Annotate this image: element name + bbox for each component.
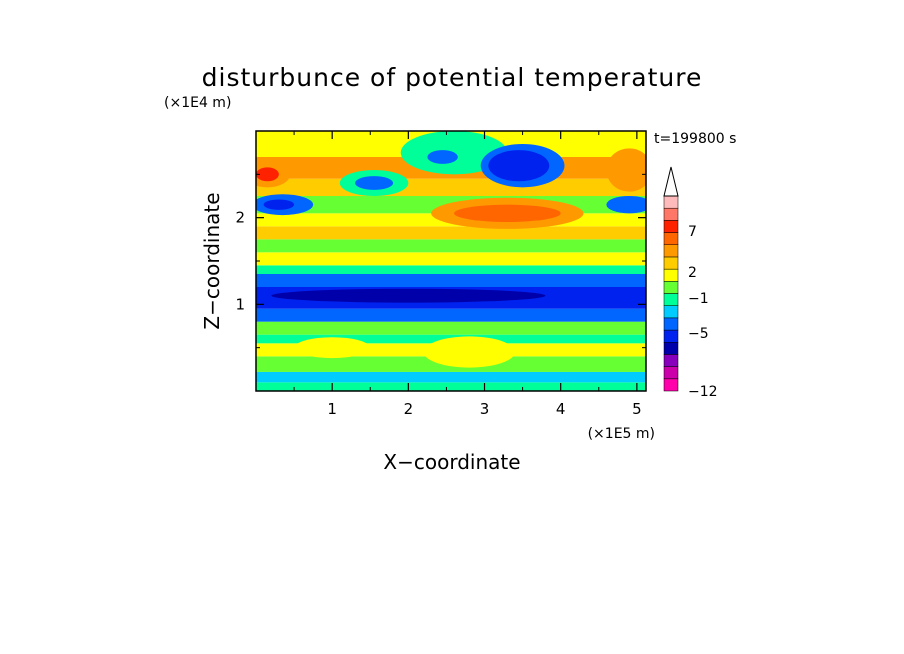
colorbar-tick-label: 2 — [688, 265, 697, 281]
field-blob-16 — [294, 337, 371, 359]
field-blob-12 — [606, 196, 646, 214]
field-band-0 — [256, 382, 646, 391]
field-band-11 — [256, 239, 646, 253]
colorbar-segment-12 — [663, 232, 679, 245]
colorbar-segment-1 — [663, 366, 679, 380]
field-band-6 — [256, 308, 646, 322]
y-tick-label: 2 — [235, 209, 245, 227]
x-tick-label: 2 — [404, 400, 414, 418]
time-label: t=199800 s — [654, 131, 736, 147]
field-band-10 — [256, 252, 646, 266]
field-band-12 — [256, 226, 646, 240]
colorbar-tick-label: 7 — [688, 224, 697, 240]
x-tick-label: 1 — [327, 400, 337, 418]
colorbar-segment-14 — [663, 207, 679, 221]
plot-area — [256, 131, 646, 391]
y-axis-label: Z−coordinate — [200, 192, 224, 329]
colorbar-segment-9 — [663, 268, 679, 282]
field-blob-5 — [355, 176, 394, 190]
colorbar-segment-2 — [663, 354, 679, 367]
chart-title: disturbunce of potential temperature — [202, 63, 703, 92]
field-blob-15 — [423, 336, 515, 368]
field-band-8 — [256, 274, 646, 287]
x-axis-unit: (×1E5 m) — [588, 426, 655, 442]
colorbar-segment-3 — [663, 342, 679, 355]
colorbar: 7 2 −1 −5 −12 — [663, 166, 718, 400]
colorbar-segment-8 — [663, 281, 679, 294]
y-tick-label: 1 — [235, 295, 245, 313]
colorbar-segment-13 — [663, 220, 679, 233]
x-tick-label: 4 — [556, 400, 566, 418]
field-blob-14 — [271, 288, 546, 303]
colorbar-segment-5 — [663, 317, 679, 331]
colorbar-tick-label: −12 — [688, 384, 718, 400]
colorbar-tick-label: −5 — [688, 326, 709, 342]
colorbar-tick-label: −1 — [688, 291, 709, 307]
colorbar-extend-arrow — [663, 166, 679, 197]
colorbar-segment-11 — [663, 244, 679, 258]
field-band-15 — [256, 178, 646, 196]
field-band-9 — [256, 265, 646, 274]
colorbar-segment-15 — [663, 195, 679, 209]
x-axis-label: X−coordinate — [383, 450, 520, 474]
field-blob-9 — [488, 150, 550, 182]
colorbar-segment-0 — [663, 378, 679, 392]
colorbar-segment-6 — [663, 305, 679, 319]
x-tick-label: 3 — [480, 400, 490, 418]
field-blob-7 — [427, 150, 458, 164]
axes: 1 2 3 4 5 1 2 — [235, 131, 646, 418]
colorbar-segment-10 — [663, 256, 679, 270]
field-blob-3 — [263, 199, 295, 210]
y-axis-unit: (×1E4 m) — [164, 95, 231, 111]
field-blob-11 — [454, 204, 561, 222]
colorbar-segment-4 — [663, 329, 679, 343]
field-blob-13 — [606, 148, 646, 192]
field-blob-1 — [256, 167, 279, 182]
field-band-5 — [256, 321, 646, 335]
colorbar-segment-7 — [663, 293, 679, 306]
field-band-1 — [256, 371, 646, 383]
x-tick-label: 5 — [632, 400, 642, 418]
